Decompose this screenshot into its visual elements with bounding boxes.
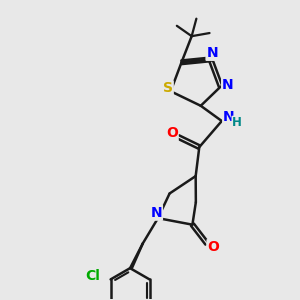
Text: O: O [166, 126, 178, 140]
Text: S: S [163, 81, 173, 95]
Text: O: O [208, 240, 219, 254]
Text: N: N [223, 110, 235, 124]
Text: H: H [232, 116, 242, 129]
Text: N: N [222, 78, 234, 92]
Text: N: N [150, 206, 162, 220]
Text: N: N [206, 46, 218, 60]
Text: Cl: Cl [85, 269, 100, 283]
